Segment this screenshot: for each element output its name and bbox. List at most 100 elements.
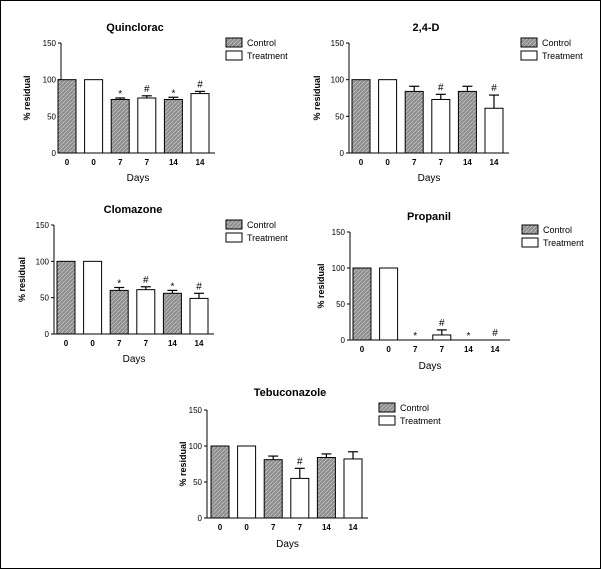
significance-mark: # bbox=[144, 84, 150, 95]
significance-mark: # bbox=[492, 328, 498, 339]
y-tick-label: 0 bbox=[341, 336, 346, 345]
x-tick-label: 7 bbox=[413, 345, 418, 354]
significance-mark: # bbox=[439, 318, 445, 329]
panel-tebuconazole: Tebuconazole 0 50 100 150 % residual 0 0 7 #7 14 14… bbox=[178, 387, 441, 550]
x-tick-label: 7 bbox=[117, 339, 122, 348]
x-tick-label: 0 bbox=[359, 158, 364, 167]
y-tick-label: 100 bbox=[36, 257, 50, 266]
x-tick-label: 7 bbox=[144, 339, 149, 348]
x-tick-label: 14 bbox=[463, 158, 472, 167]
legend-label-treatment: Treatment bbox=[543, 238, 584, 248]
chart-title: Quinclorac bbox=[106, 22, 163, 34]
significance-mark: * bbox=[171, 88, 175, 99]
bar-treatment-7 bbox=[137, 97, 157, 154]
bar-treatment-0 bbox=[378, 79, 398, 154]
x-tick-label: 0 bbox=[91, 158, 96, 167]
x-tick-label: 0 bbox=[386, 345, 391, 354]
significance-mark: # bbox=[491, 83, 497, 94]
x-tick-label: 7 bbox=[440, 345, 445, 354]
legend-swatch-treatment bbox=[378, 415, 396, 426]
panel-propanil: Propanil 0 50 100 150 % residual 0 0 * 7 #7 * 14 #14 D… bbox=[316, 211, 584, 372]
x-tick-label: 0 bbox=[64, 339, 69, 348]
x-tick-label: 7 bbox=[439, 158, 444, 167]
x-tick-label: 14 bbox=[491, 345, 500, 354]
x-axis-label: Days bbox=[123, 354, 146, 365]
y-tick-label: 150 bbox=[36, 221, 50, 230]
bar-treatment-7 bbox=[136, 289, 156, 335]
x-tick-label: 0 bbox=[65, 158, 70, 167]
y-tick-label: 150 bbox=[189, 406, 203, 415]
significance-mark: * bbox=[413, 331, 417, 342]
legend-label-control: Control bbox=[542, 38, 571, 48]
legend-swatch-treatment bbox=[225, 232, 243, 243]
significance-mark: # bbox=[143, 275, 149, 286]
x-tick-label: 0 bbox=[385, 158, 390, 167]
bar-treatment-7 bbox=[431, 98, 451, 154]
x-tick-label: 14 bbox=[196, 158, 205, 167]
y-tick-label: 50 bbox=[193, 478, 202, 487]
bar-control-7 bbox=[404, 90, 424, 154]
bar-treatment-14 bbox=[190, 93, 210, 154]
bar-treatment-14 bbox=[484, 107, 504, 154]
significance-mark: * bbox=[170, 281, 174, 292]
x-axis-label: Days bbox=[419, 361, 442, 372]
significance-mark: # bbox=[196, 281, 202, 292]
significance-mark: * bbox=[117, 278, 121, 289]
bar-treatment-14 bbox=[189, 297, 209, 335]
y-tick-label: 100 bbox=[331, 76, 345, 85]
legend-swatch-control bbox=[225, 219, 243, 230]
chart-title: Clomazone bbox=[104, 204, 163, 216]
y-axis-label: % residual bbox=[22, 75, 32, 120]
x-axis-label: Days bbox=[418, 173, 441, 184]
y-axis-label: % residual bbox=[178, 441, 188, 486]
x-tick-label: 7 bbox=[412, 158, 417, 167]
y-tick-label: 50 bbox=[336, 300, 345, 309]
bar-treatment-7 bbox=[290, 477, 310, 519]
x-tick-label: 7 bbox=[118, 158, 123, 167]
y-tick-label: 0 bbox=[52, 149, 57, 158]
bar-control-14 bbox=[457, 90, 477, 154]
x-tick-label: 7 bbox=[271, 523, 276, 532]
y-tick-label: 150 bbox=[331, 39, 345, 48]
x-tick-label: 0 bbox=[90, 339, 95, 348]
bar-control-0 bbox=[210, 445, 230, 519]
x-tick-label: 14 bbox=[490, 158, 499, 167]
legend-swatch-control bbox=[521, 224, 539, 235]
y-axis-label: % residual bbox=[312, 75, 322, 120]
x-axis-label: Days bbox=[276, 539, 299, 550]
x-tick-label: 7 bbox=[145, 158, 150, 167]
bar-control-7 bbox=[109, 289, 129, 335]
chart-title: Propanil bbox=[407, 211, 451, 223]
y-axis-label: % residual bbox=[17, 257, 27, 302]
x-tick-label: 0 bbox=[360, 345, 365, 354]
legend-swatch-control bbox=[378, 402, 396, 413]
significance-mark: * bbox=[118, 89, 122, 100]
x-axis-label: Days bbox=[127, 173, 150, 184]
x-tick-label: 14 bbox=[349, 523, 358, 532]
x-tick-label: 14 bbox=[168, 339, 177, 348]
y-tick-label: 0 bbox=[198, 514, 203, 523]
bar-treatment-7 bbox=[432, 334, 452, 341]
panel-clomazone: Clomazone 0 50 100 150 % residual 0 0 * 7 #7 * 14 #14… bbox=[17, 204, 288, 365]
bar-control-0 bbox=[351, 79, 371, 154]
legend-swatch-control bbox=[520, 37, 538, 48]
x-tick-label: 0 bbox=[218, 523, 223, 532]
legend-label-treatment: Treatment bbox=[542, 51, 583, 61]
y-tick-label: 150 bbox=[332, 228, 346, 237]
significance-mark: # bbox=[438, 82, 444, 93]
bar-control-7 bbox=[110, 98, 130, 154]
bar-control-0 bbox=[352, 267, 372, 341]
bar-control-14 bbox=[163, 98, 183, 154]
legend-label-treatment: Treatment bbox=[400, 416, 441, 426]
legend-swatch-treatment bbox=[520, 50, 538, 61]
y-tick-label: 50 bbox=[335, 112, 344, 121]
y-axis-label: % residual bbox=[316, 263, 326, 308]
legend-label-control: Control bbox=[247, 38, 276, 48]
bar-control-14 bbox=[162, 292, 182, 335]
significance-mark: # bbox=[197, 79, 203, 90]
y-tick-label: 150 bbox=[43, 39, 57, 48]
bar-control-14 bbox=[316, 457, 336, 519]
